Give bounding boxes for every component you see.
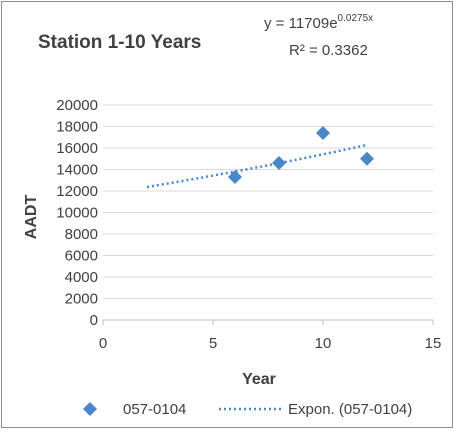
x-tick-label: 15 (425, 335, 442, 352)
data-point-diamond (272, 156, 286, 170)
y-tick-label: 14000 (56, 162, 98, 179)
trendline-equation-base: y = 11709e (264, 15, 338, 32)
x-tick-label: 10 (315, 335, 332, 352)
trendline-equation: y = 11709e0.0275x (264, 13, 373, 32)
legend: 057-0104 Expon. (057-0104) (83, 401, 412, 418)
y-tick-label: 2000 (65, 291, 98, 308)
x-axis-label: Year (242, 371, 276, 388)
chart-frame: Station 1-10 Years y = 11709e0.0275x R² … (1, 1, 453, 428)
trendline-r-squared: R² = 0.3362 (289, 42, 368, 59)
y-tick-label: 12000 (56, 183, 98, 200)
gridlines (103, 105, 433, 299)
x-tick-labels: 0 5 10 15 (99, 335, 442, 352)
trendline-equation-exponent: 0.0275x (338, 13, 374, 24)
y-tick-label: 20000 (56, 97, 98, 114)
y-tick-labels: 0 2000 4000 6000 8000 10000 12000 14000 16000 180… (56, 97, 98, 329)
y-tick-label: 8000 (65, 226, 98, 243)
y-tick-label: 4000 (65, 269, 98, 286)
y-axis-label: AADT (23, 195, 40, 240)
legend-series-label: 057-0104 (123, 401, 186, 418)
trendline-layer (147, 145, 367, 187)
y-tick-label: 0 (90, 312, 98, 329)
trendline-curve (147, 145, 367, 187)
y-tick-label: 16000 (56, 140, 98, 157)
legend-trendline-label: Expon. (057-0104) (288, 401, 412, 418)
y-tick-label: 6000 (65, 248, 98, 265)
data-point-diamond (360, 152, 374, 166)
y-tick-label: 18000 (56, 119, 98, 136)
chart-svg: Station 1-10 Years y = 11709e0.0275x R² … (2, 2, 454, 429)
y-tick-label: 10000 (56, 205, 98, 222)
chart-title: Station 1-10 Years (38, 32, 201, 53)
data-points (228, 126, 374, 184)
legend-marker-diamond (83, 402, 97, 416)
data-point-diamond (316, 126, 330, 140)
axes (103, 320, 433, 325)
x-tick-label: 5 (209, 335, 217, 352)
x-tick-label: 0 (99, 335, 107, 352)
data-point-diamond (228, 170, 242, 184)
